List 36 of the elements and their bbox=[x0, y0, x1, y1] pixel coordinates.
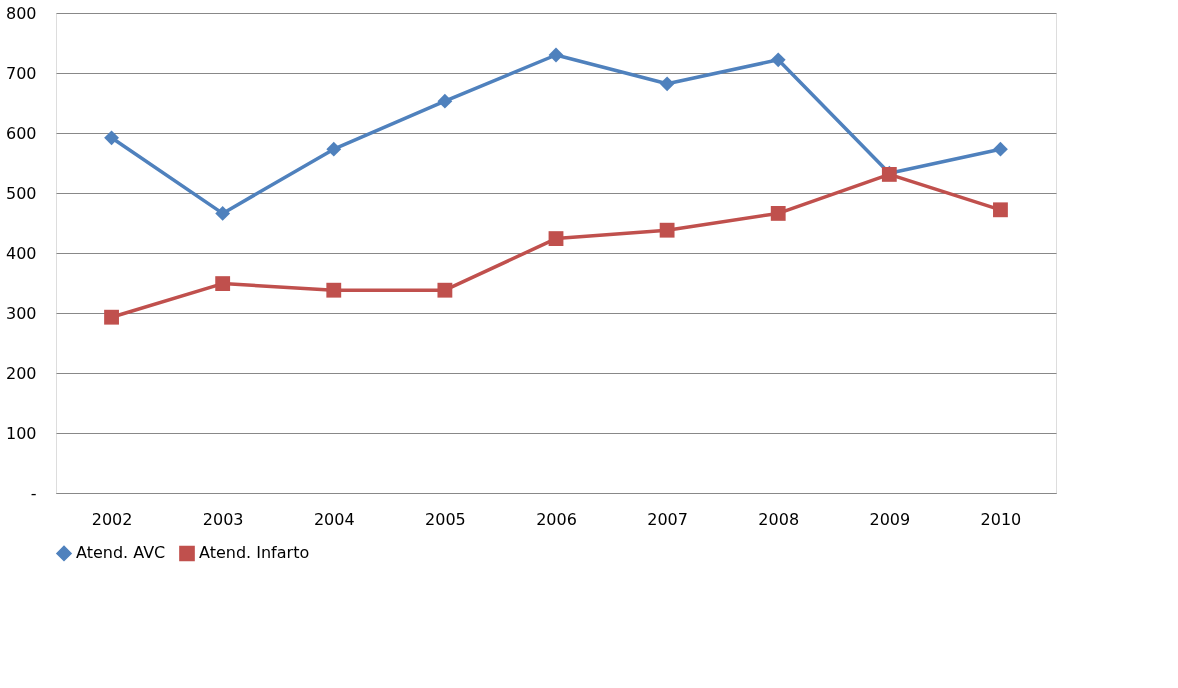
point bbox=[659, 222, 675, 238]
x-tick-label: 2002 bbox=[91, 509, 133, 529]
x-tick-label: 2009 bbox=[869, 509, 911, 529]
point bbox=[993, 141, 1008, 157]
point bbox=[326, 282, 342, 298]
x-tick-label: 2004 bbox=[313, 509, 355, 529]
point bbox=[548, 231, 564, 247]
point bbox=[548, 47, 564, 63]
x-tick-label: 2005 bbox=[425, 509, 466, 529]
point bbox=[215, 205, 231, 221]
y-tick-label: 400 bbox=[5, 243, 37, 263]
y-tick-label: 500 bbox=[5, 183, 37, 203]
y-tick-label: 200 bbox=[5, 363, 37, 383]
x-tick-label: 2003 bbox=[202, 509, 244, 529]
point bbox=[993, 202, 1008, 218]
x-tick-label: 2008 bbox=[758, 509, 800, 529]
y-tick-label: 300 bbox=[5, 303, 37, 323]
y-tick-label: 700 bbox=[5, 63, 37, 83]
y-tick-label: 100 bbox=[5, 423, 37, 443]
point bbox=[104, 309, 119, 325]
point bbox=[437, 93, 453, 109]
point bbox=[437, 282, 453, 298]
point bbox=[215, 276, 231, 292]
point bbox=[770, 205, 786, 221]
legend-label: Atend. AVC bbox=[76, 543, 166, 563]
y-tick-label: 600 bbox=[5, 123, 37, 143]
legend-label: Atend. Infarto bbox=[199, 543, 310, 563]
point bbox=[326, 141, 342, 157]
point bbox=[770, 52, 786, 68]
point bbox=[104, 130, 119, 146]
x-tick-label: 2007 bbox=[647, 509, 688, 529]
x-tick-label: 2006 bbox=[536, 509, 577, 529]
y-tick-label: 800 bbox=[5, 3, 37, 23]
point bbox=[659, 76, 675, 92]
x-tick-label: 2010 bbox=[980, 509, 1022, 529]
y-tick-label: - bbox=[30, 483, 37, 503]
